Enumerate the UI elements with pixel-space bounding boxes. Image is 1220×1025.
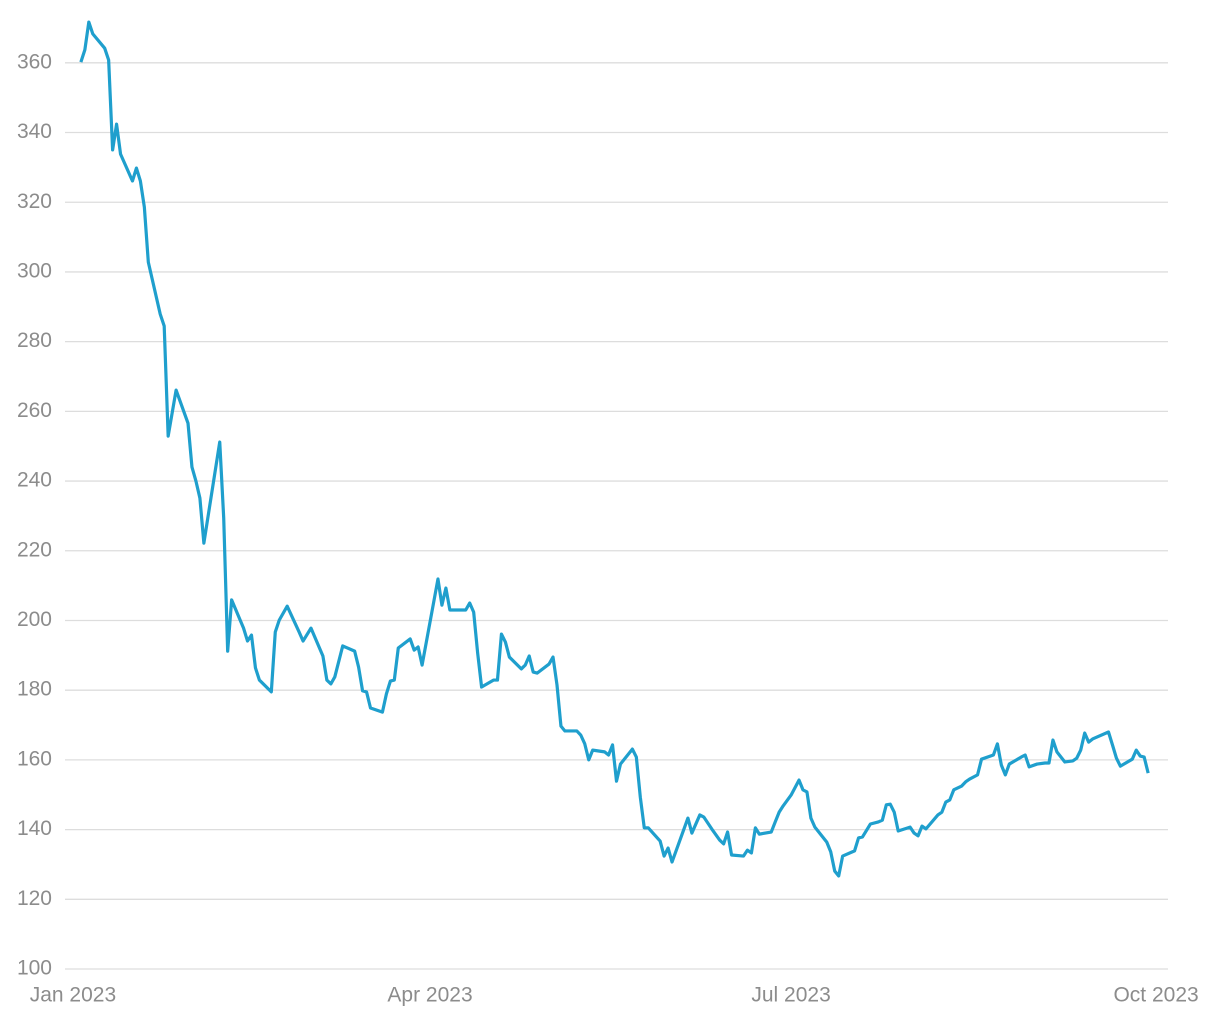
y-tick-label: 140 [17,817,52,840]
y-tick-label: 100 [17,957,52,980]
x-tick-label: Oct 2023 [1113,984,1198,1007]
y-tick-label: 240 [17,469,52,492]
y-tick-label: 300 [17,259,52,282]
y-tick-label: 220 [17,538,52,561]
y-tick-label: 160 [17,747,52,770]
y-tick-label: 320 [17,190,52,213]
y-tick-label: 120 [17,887,52,910]
y-tick-label: 260 [17,399,52,422]
y-tick-label: 280 [17,329,52,352]
x-tick-label: Jan 2023 [30,984,116,1007]
x-tick-label: Apr 2023 [387,984,472,1007]
y-tick-label: 200 [17,608,52,631]
y-tick-label: 180 [17,678,52,701]
y-tick-label: 360 [17,50,52,73]
y-tick-label: 340 [17,120,52,143]
x-tick-label: Jul 2023 [751,984,830,1007]
data-line [79,20,1150,878]
